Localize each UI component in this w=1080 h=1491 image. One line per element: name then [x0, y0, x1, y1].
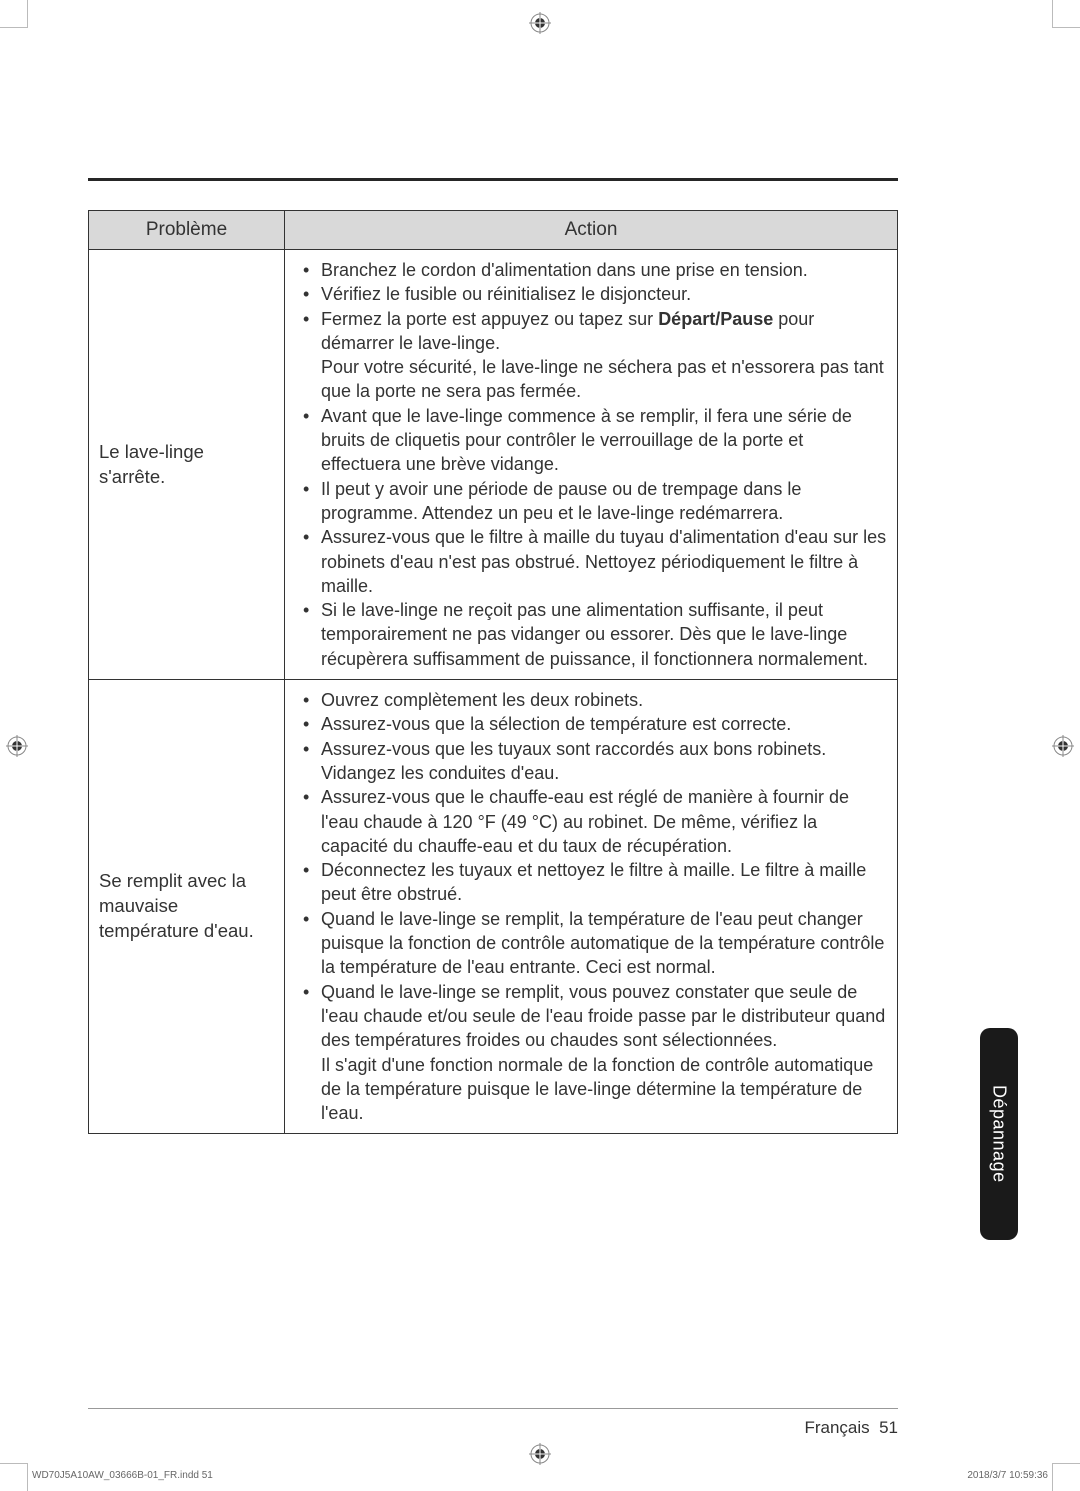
indd-filename: WD70J5A10AW_03666B-01_FR.indd 51 — [32, 1470, 213, 1481]
crop-mark-tr — [1052, 0, 1080, 28]
footer-page: 51 — [879, 1418, 898, 1437]
action-item: Ouvrez complètement les deux robinets. — [295, 688, 887, 712]
action-item: Quand le lave-linge se remplit, la tempé… — [295, 907, 887, 980]
action-item: Fermez la porte est appuyez ou tapez sur… — [295, 307, 887, 404]
top-rule — [88, 178, 898, 181]
footer-lang: Français — [804, 1418, 869, 1437]
problem-cell: Le lave-linge s'arrête. — [89, 250, 285, 680]
footer-rule — [88, 1408, 898, 1409]
action-item: Assurez-vous que la sélection de tempéra… — [295, 712, 887, 736]
action-item: Quand le lave-linge se remplit, vous pou… — [295, 980, 887, 1126]
content-area: Problème Action Le lave-linge s'arrête. B… — [88, 210, 898, 1134]
section-tab: Dépannage — [980, 1028, 1018, 1240]
action-list: Branchez le cordon d'alimentation dans u… — [295, 258, 887, 671]
crop-mark-tl — [0, 0, 28, 28]
registration-mark-right-icon — [1052, 735, 1074, 757]
action-item: Assurez-vous que le chauffe-eau est régl… — [295, 785, 887, 858]
action-item: Avant que le lave-linge commence à se re… — [295, 404, 887, 477]
action-item: Branchez le cordon d'alimentation dans u… — [295, 258, 887, 282]
registration-mark-bottom-icon — [529, 1443, 551, 1465]
crop-mark-bl — [0, 1463, 28, 1491]
action-item: Si le lave-linge ne reçoit pas une alime… — [295, 598, 887, 671]
action-cell: Ouvrez complètement les deux robinets.As… — [285, 680, 898, 1134]
action-item: Il peut y avoir une période de pause ou … — [295, 477, 887, 526]
action-item: Vérifiez le fusible ou réinitialisez le … — [295, 282, 887, 306]
action-list: Ouvrez complètement les deux robinets.As… — [295, 688, 887, 1125]
table-row: Le lave-linge s'arrête. Branchez le cordo… — [89, 250, 898, 680]
crop-mark-br — [1052, 1463, 1080, 1491]
table-row: Se remplit avec la mauvaise température … — [89, 680, 898, 1134]
action-item: Déconnectez les tuyaux et nettoyez le fi… — [295, 858, 887, 907]
footer-text: Français 51 — [804, 1418, 898, 1438]
action-cell: Branchez le cordon d'alimentation dans u… — [285, 250, 898, 680]
print-timestamp: 2018/3/7 10:59:36 — [967, 1470, 1048, 1481]
problem-cell: Se remplit avec la mauvaise température … — [89, 680, 285, 1134]
bold-text: Départ/Pause — [658, 309, 773, 329]
header-action: Action — [285, 211, 898, 250]
section-tab-label: Dépannage — [989, 1085, 1010, 1183]
action-item: Assurez-vous que les tuyaux sont raccord… — [295, 737, 887, 786]
registration-mark-top-icon — [529, 12, 551, 34]
registration-mark-left-icon — [6, 735, 28, 757]
header-problem: Problème — [89, 211, 285, 250]
action-item: Assurez-vous que le filtre à maille du t… — [295, 525, 887, 598]
troubleshooting-table: Problème Action Le lave-linge s'arrête. B… — [88, 210, 898, 1134]
